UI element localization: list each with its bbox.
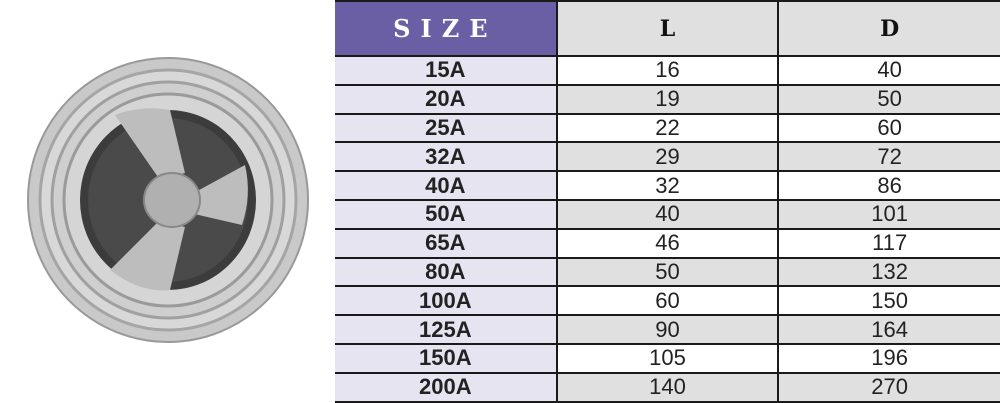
cell-l: 29 xyxy=(555,141,780,173)
table-row: 150A 105 196 xyxy=(335,342,1000,374)
cell-size: 100A xyxy=(335,285,558,317)
cell-d: 72 xyxy=(777,141,1000,173)
cell-d: 60 xyxy=(777,112,1000,144)
cell-size: 15A xyxy=(335,55,558,86)
table-row: 80A 50 132 xyxy=(335,256,1000,288)
table-row: 125A 90 164 xyxy=(335,314,1000,345)
cell-d: 132 xyxy=(777,256,1000,288)
cell-d: 101 xyxy=(777,198,1000,230)
cell-size: 65A xyxy=(335,227,558,259)
cell-size: 125A xyxy=(335,314,558,345)
cell-l: 32 xyxy=(555,170,780,201)
cell-size: 200A xyxy=(335,371,558,403)
cell-l: 19 xyxy=(555,83,780,115)
cell-l: 105 xyxy=(555,342,780,374)
cell-d: 164 xyxy=(777,314,1000,345)
cell-d: 40 xyxy=(777,55,1000,86)
cell-size: 25A xyxy=(335,112,558,144)
header-size: SIZE xyxy=(335,0,558,57)
cell-l: 22 xyxy=(555,112,780,144)
header-d: D xyxy=(777,0,1000,57)
cell-d: 150 xyxy=(777,285,1000,317)
cell-d: 50 xyxy=(777,83,1000,115)
cell-d: 270 xyxy=(777,371,1000,403)
table-row: 40A 32 86 xyxy=(335,170,1000,201)
table-header-row: SIZE L D xyxy=(335,0,1000,57)
header-l: L xyxy=(555,0,780,57)
cell-l: 50 xyxy=(555,256,780,288)
table-row: 32A 29 72 xyxy=(335,141,1000,173)
wafer-check-valve-image xyxy=(27,57,309,343)
table-row: 25A 22 60 xyxy=(335,112,1000,144)
cell-size: 150A xyxy=(335,342,558,374)
cell-d: 196 xyxy=(777,342,1000,374)
size-dimension-table: SIZE L D 15A 16 40 20A 19 50 25A 22 60 32A 29 72 40A… xyxy=(335,0,1000,403)
cell-size: 80A xyxy=(335,256,558,288)
cell-size: 40A xyxy=(335,170,558,201)
cell-size: 32A xyxy=(335,141,558,173)
table-row: 65A 46 117 xyxy=(335,227,1000,259)
cell-l: 60 xyxy=(555,285,780,317)
table-row: 200A 140 270 xyxy=(335,371,1000,403)
cell-d: 86 xyxy=(777,170,1000,201)
cell-d: 117 xyxy=(777,227,1000,259)
cell-size: 50A xyxy=(335,198,558,230)
table-row: 20A 19 50 xyxy=(335,83,1000,115)
table-row: 15A 16 40 xyxy=(335,55,1000,86)
table-row: 100A 60 150 xyxy=(335,285,1000,317)
cell-l: 40 xyxy=(555,198,780,230)
cell-l: 46 xyxy=(555,227,780,259)
cell-l: 90 xyxy=(555,314,780,345)
cell-l: 140 xyxy=(555,371,780,403)
cell-l: 16 xyxy=(555,55,780,86)
cell-size: 20A xyxy=(335,83,558,115)
table-row: 50A 40 101 xyxy=(335,198,1000,230)
